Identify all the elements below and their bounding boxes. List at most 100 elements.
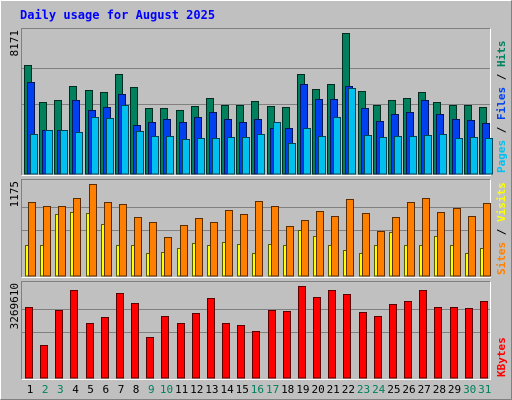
bar-pages-day-26 [409, 136, 417, 175]
bar-sites-day-1 [28, 202, 36, 277]
bar-kbytes-day-17 [268, 310, 276, 379]
x-tick-label-day-21: 21 [327, 383, 340, 396]
x-tick-label-day-20: 20 [311, 383, 324, 396]
bar-kbytes-day-19 [298, 286, 306, 379]
x-tick-label-day-18: 18 [281, 383, 294, 396]
bar-pages-day-14 [227, 137, 235, 175]
bar-kbytes-day-9 [146, 337, 154, 379]
bar-pages-day-4 [75, 132, 83, 175]
bar-pages-day-22 [348, 88, 356, 175]
x-tick-label-day-17: 17 [266, 383, 279, 396]
bar-sites-day-30 [468, 216, 476, 277]
bar-sites-day-21 [331, 216, 339, 277]
bar-kbytes-day-15 [237, 325, 245, 379]
bar-pages-day-10 [166, 136, 174, 175]
bar-pages-day-28 [439, 134, 447, 175]
bar-sites-day-27 [422, 198, 430, 277]
bar-kbytes-day-3 [55, 310, 63, 379]
bar-kbytes-day-1 [25, 307, 33, 379]
bar-pages-day-23 [364, 135, 372, 175]
bar-sites-day-5 [89, 184, 97, 277]
panel-kbytes-frame-dark [21, 281, 491, 380]
bar-sites-day-26 [407, 202, 415, 277]
legend-entry-: / [495, 67, 508, 87]
bar-kbytes-day-16 [252, 331, 260, 379]
bar-sites-day-20 [316, 211, 324, 277]
bar-sites-day-17 [271, 206, 279, 277]
bar-sites-day-19 [301, 220, 309, 277]
bar-sites-day-9 [149, 222, 157, 277]
bar-sites-day-15 [240, 214, 248, 277]
panel-kbytes-ymax-label: 3269610 [8, 283, 21, 329]
bar-pages-day-24 [379, 137, 387, 175]
bar-pages-day-15 [242, 137, 250, 175]
bar-sites-day-23 [362, 213, 370, 277]
bar-pages-day-9 [151, 136, 159, 175]
bar-pages-day-6 [106, 118, 114, 175]
legend-entry-hits: Hits [495, 41, 508, 68]
panel-kbytes-legend: KBytes [495, 337, 508, 377]
bar-kbytes-day-24 [374, 316, 382, 379]
x-tick-label-day-11: 11 [175, 383, 188, 396]
bar-kbytes-day-28 [434, 307, 442, 379]
panel-kbytes-frame-light [21, 281, 491, 380]
x-tick-label-day-23: 23 [357, 383, 370, 396]
bar-kbytes-day-21 [328, 290, 336, 379]
panel-hits-frame-dark [21, 28, 491, 176]
bar-sites-day-14 [225, 210, 233, 277]
bar-sites-day-12 [195, 218, 203, 277]
bar-sites-day-16 [255, 201, 263, 277]
x-tick-label-day-15: 15 [236, 383, 249, 396]
x-tick-label-day-29: 29 [448, 383, 461, 396]
x-tick-label-day-30: 30 [463, 383, 476, 396]
x-axis-day-labels: 1 2 3 4 5 6 7 8 9 10 11 12 13 14 15 16 17 18 19 20 21 22 23 24 2… [27, 383, 492, 396]
bar-pages-day-18 [288, 143, 296, 175]
bar-kbytes-day-5 [86, 323, 94, 379]
bar-kbytes-day-11 [177, 323, 185, 379]
bar-kbytes-day-27 [419, 290, 427, 379]
panel-visits-ymax-label: 1175 [8, 181, 21, 208]
x-tick-label-day-24: 24 [372, 383, 386, 396]
bar-pages-day-8 [136, 131, 144, 175]
bar-pages-day-20 [318, 136, 326, 175]
bar-sites-day-25 [392, 217, 400, 277]
legend-entry-: / [495, 120, 508, 140]
x-tick-label-day-25: 25 [387, 383, 400, 396]
x-tick-label-day-9: 9 [148, 383, 155, 396]
bar-pages-day-29 [455, 138, 463, 175]
bar-kbytes-day-30 [465, 308, 473, 379]
bar-pages-day-11 [182, 139, 190, 175]
panel-hits-frame-light [21, 28, 491, 176]
bar-pages-day-3 [60, 130, 68, 175]
bar-kbytes-day-4 [70, 290, 78, 379]
bar-kbytes-day-26 [404, 301, 412, 379]
x-tick-label-day-27: 27 [418, 383, 431, 396]
bar-kbytes-day-25 [389, 304, 397, 379]
bar-sites-day-8 [134, 217, 142, 277]
panel-kbytes: 3269610 KBytes [8, 281, 508, 380]
bar-pages-day-7 [121, 105, 129, 175]
x-tick-label-day-8: 8 [133, 383, 140, 396]
bar-sites-day-13 [210, 222, 218, 277]
bar-pages-day-19 [303, 128, 311, 175]
x-tick-label-day-2: 2 [42, 383, 49, 396]
chart-panels: 8171 Pages / Files / Hits 1175 Sites / Visi… [8, 28, 508, 380]
bar-sites-day-31 [483, 203, 491, 277]
bar-sites-day-11 [180, 225, 188, 277]
series-pages [30, 88, 493, 175]
bar-sites-day-7 [119, 204, 127, 277]
bar-pages-day-21 [333, 117, 341, 175]
bar-kbytes-day-10 [161, 316, 169, 379]
bar-pages-day-17 [273, 122, 281, 175]
series-sites [28, 184, 491, 277]
legend-entry-: / [495, 222, 508, 242]
legend-entry-sites: Sites [495, 242, 508, 275]
x-tick-label-day-5: 5 [87, 383, 94, 396]
bar-kbytes-day-22 [343, 294, 351, 379]
bar-kbytes-day-7 [116, 293, 124, 379]
panel-hits: 8171 Pages / Files / Hits [8, 28, 508, 176]
x-tick-label-day-28: 28 [433, 383, 446, 396]
bar-kbytes-day-29 [450, 307, 458, 379]
